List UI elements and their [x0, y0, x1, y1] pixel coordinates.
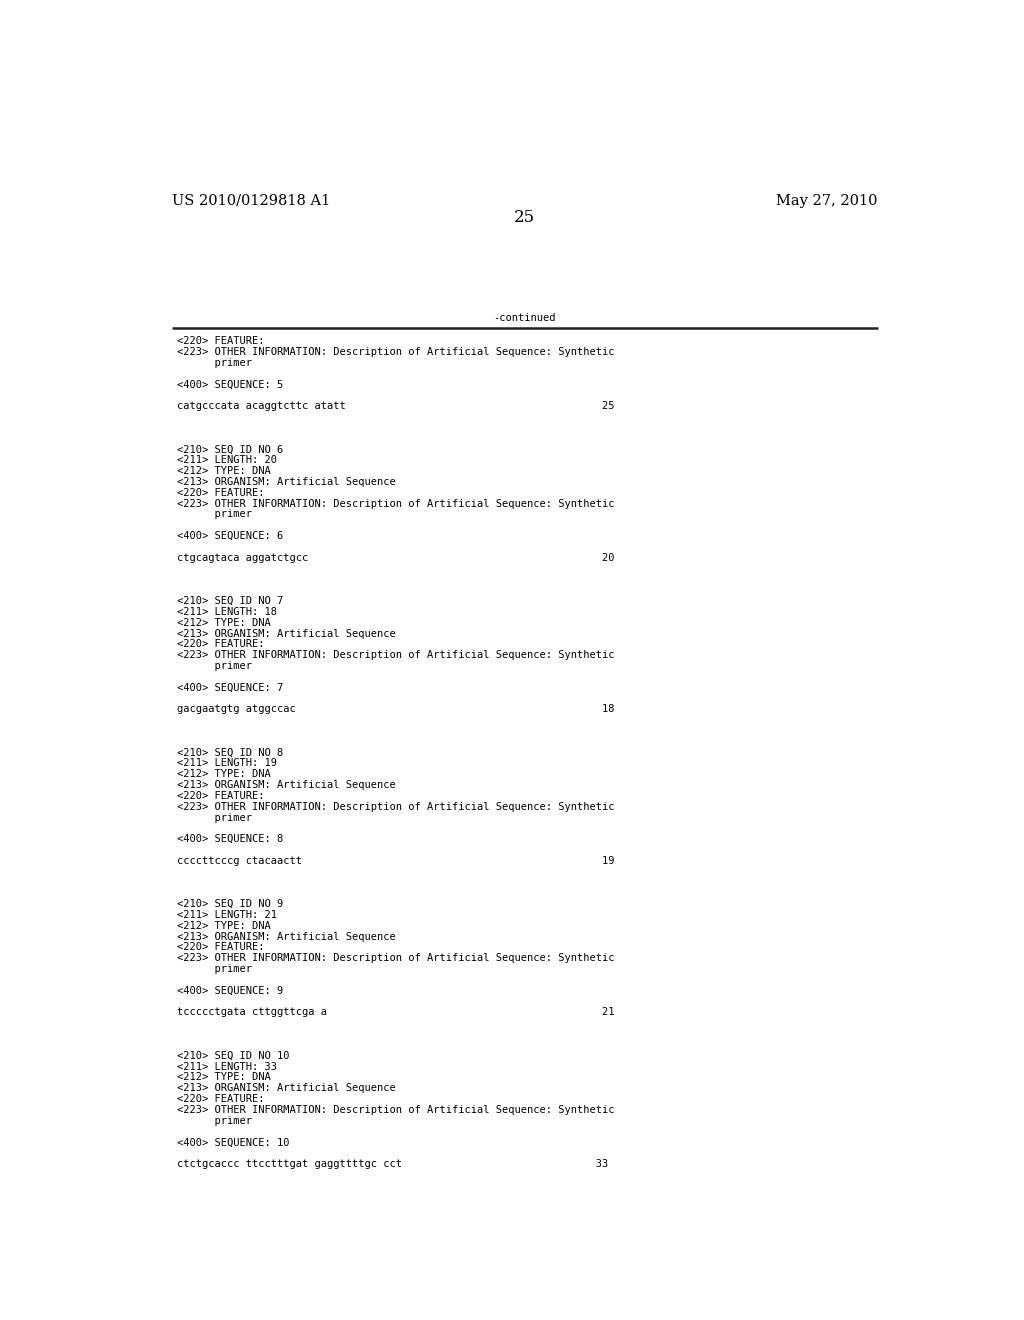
Text: <220> FEATURE:: <220> FEATURE: — [177, 942, 264, 953]
Text: primer: primer — [177, 964, 252, 974]
Text: gacgaatgtg atggccac                                                 18: gacgaatgtg atggccac 18 — [177, 705, 614, 714]
Text: <223> OTHER INFORMATION: Description of Artificial Sequence: Synthetic: <223> OTHER INFORMATION: Description of … — [177, 651, 614, 660]
Text: May 27, 2010: May 27, 2010 — [776, 194, 878, 209]
Text: <400> SEQUENCE: 7: <400> SEQUENCE: 7 — [177, 682, 284, 693]
Text: <213> ORGANISM: Artificial Sequence: <213> ORGANISM: Artificial Sequence — [177, 628, 396, 639]
Text: <223> OTHER INFORMATION: Description of Artificial Sequence: Synthetic: <223> OTHER INFORMATION: Description of … — [177, 801, 614, 812]
Text: <223> OTHER INFORMATION: Description of Artificial Sequence: Synthetic: <223> OTHER INFORMATION: Description of … — [177, 953, 614, 964]
Text: primer: primer — [177, 661, 252, 671]
Text: catgcccata acaggtcttc atatt                                         25: catgcccata acaggtcttc atatt 25 — [177, 401, 614, 412]
Text: <212> TYPE: DNA: <212> TYPE: DNA — [177, 618, 271, 628]
Text: <211> LENGTH: 18: <211> LENGTH: 18 — [177, 607, 278, 616]
Text: <212> TYPE: DNA: <212> TYPE: DNA — [177, 466, 271, 477]
Text: <211> LENGTH: 33: <211> LENGTH: 33 — [177, 1061, 278, 1072]
Text: US 2010/0129818 A1: US 2010/0129818 A1 — [172, 194, 330, 209]
Text: primer: primer — [177, 358, 252, 368]
Text: <400> SEQUENCE: 10: <400> SEQUENCE: 10 — [177, 1138, 290, 1147]
Text: <223> OTHER INFORMATION: Description of Artificial Sequence: Synthetic: <223> OTHER INFORMATION: Description of … — [177, 1105, 614, 1115]
Text: <211> LENGTH: 19: <211> LENGTH: 19 — [177, 759, 278, 768]
Text: <212> TYPE: DNA: <212> TYPE: DNA — [177, 770, 271, 779]
Text: <210> SEQ ID NO 7: <210> SEQ ID NO 7 — [177, 597, 284, 606]
Text: <213> ORGANISM: Artificial Sequence: <213> ORGANISM: Artificial Sequence — [177, 932, 396, 941]
Text: <210> SEQ ID NO 6: <210> SEQ ID NO 6 — [177, 445, 284, 454]
Text: <212> TYPE: DNA: <212> TYPE: DNA — [177, 921, 271, 931]
Text: <220> FEATURE:: <220> FEATURE: — [177, 639, 264, 649]
Text: primer: primer — [177, 1115, 252, 1126]
Text: <400> SEQUENCE: 8: <400> SEQUENCE: 8 — [177, 834, 284, 845]
Text: ctgcagtaca aggatctgcc                                               20: ctgcagtaca aggatctgcc 20 — [177, 553, 614, 562]
Text: <220> FEATURE:: <220> FEATURE: — [177, 337, 264, 346]
Text: tccccctgata cttggttcga a                                            21: tccccctgata cttggttcga a 21 — [177, 1007, 614, 1018]
Text: <220> FEATURE:: <220> FEATURE: — [177, 1094, 264, 1104]
Text: ccccttcccg ctacaactt                                                19: ccccttcccg ctacaactt 19 — [177, 855, 614, 866]
Text: ctctgcaccc ttcctttgat gaggttttgc cct                               33: ctctgcaccc ttcctttgat gaggttttgc cct 33 — [177, 1159, 608, 1170]
Text: 25: 25 — [514, 210, 536, 226]
Text: <213> ORGANISM: Artificial Sequence: <213> ORGANISM: Artificial Sequence — [177, 477, 396, 487]
Text: <400> SEQUENCE: 9: <400> SEQUENCE: 9 — [177, 986, 284, 995]
Text: <211> LENGTH: 21: <211> LENGTH: 21 — [177, 909, 278, 920]
Text: <400> SEQUENCE: 6: <400> SEQUENCE: 6 — [177, 531, 284, 541]
Text: <220> FEATURE:: <220> FEATURE: — [177, 791, 264, 801]
Text: primer: primer — [177, 510, 252, 520]
Text: <223> OTHER INFORMATION: Description of Artificial Sequence: Synthetic: <223> OTHER INFORMATION: Description of … — [177, 347, 614, 358]
Text: <220> FEATURE:: <220> FEATURE: — [177, 488, 264, 498]
Text: <223> OTHER INFORMATION: Description of Artificial Sequence: Synthetic: <223> OTHER INFORMATION: Description of … — [177, 499, 614, 508]
Text: <213> ORGANISM: Artificial Sequence: <213> ORGANISM: Artificial Sequence — [177, 780, 396, 791]
Text: <211> LENGTH: 20: <211> LENGTH: 20 — [177, 455, 278, 466]
Text: <213> ORGANISM: Artificial Sequence: <213> ORGANISM: Artificial Sequence — [177, 1084, 396, 1093]
Text: <210> SEQ ID NO 10: <210> SEQ ID NO 10 — [177, 1051, 290, 1061]
Text: <210> SEQ ID NO 9: <210> SEQ ID NO 9 — [177, 899, 284, 909]
Text: <210> SEQ ID NO 8: <210> SEQ ID NO 8 — [177, 747, 284, 758]
Text: primer: primer — [177, 813, 252, 822]
Text: <212> TYPE: DNA: <212> TYPE: DNA — [177, 1072, 271, 1082]
Text: <400> SEQUENCE: 5: <400> SEQUENCE: 5 — [177, 380, 284, 389]
Text: -continued: -continued — [494, 313, 556, 323]
